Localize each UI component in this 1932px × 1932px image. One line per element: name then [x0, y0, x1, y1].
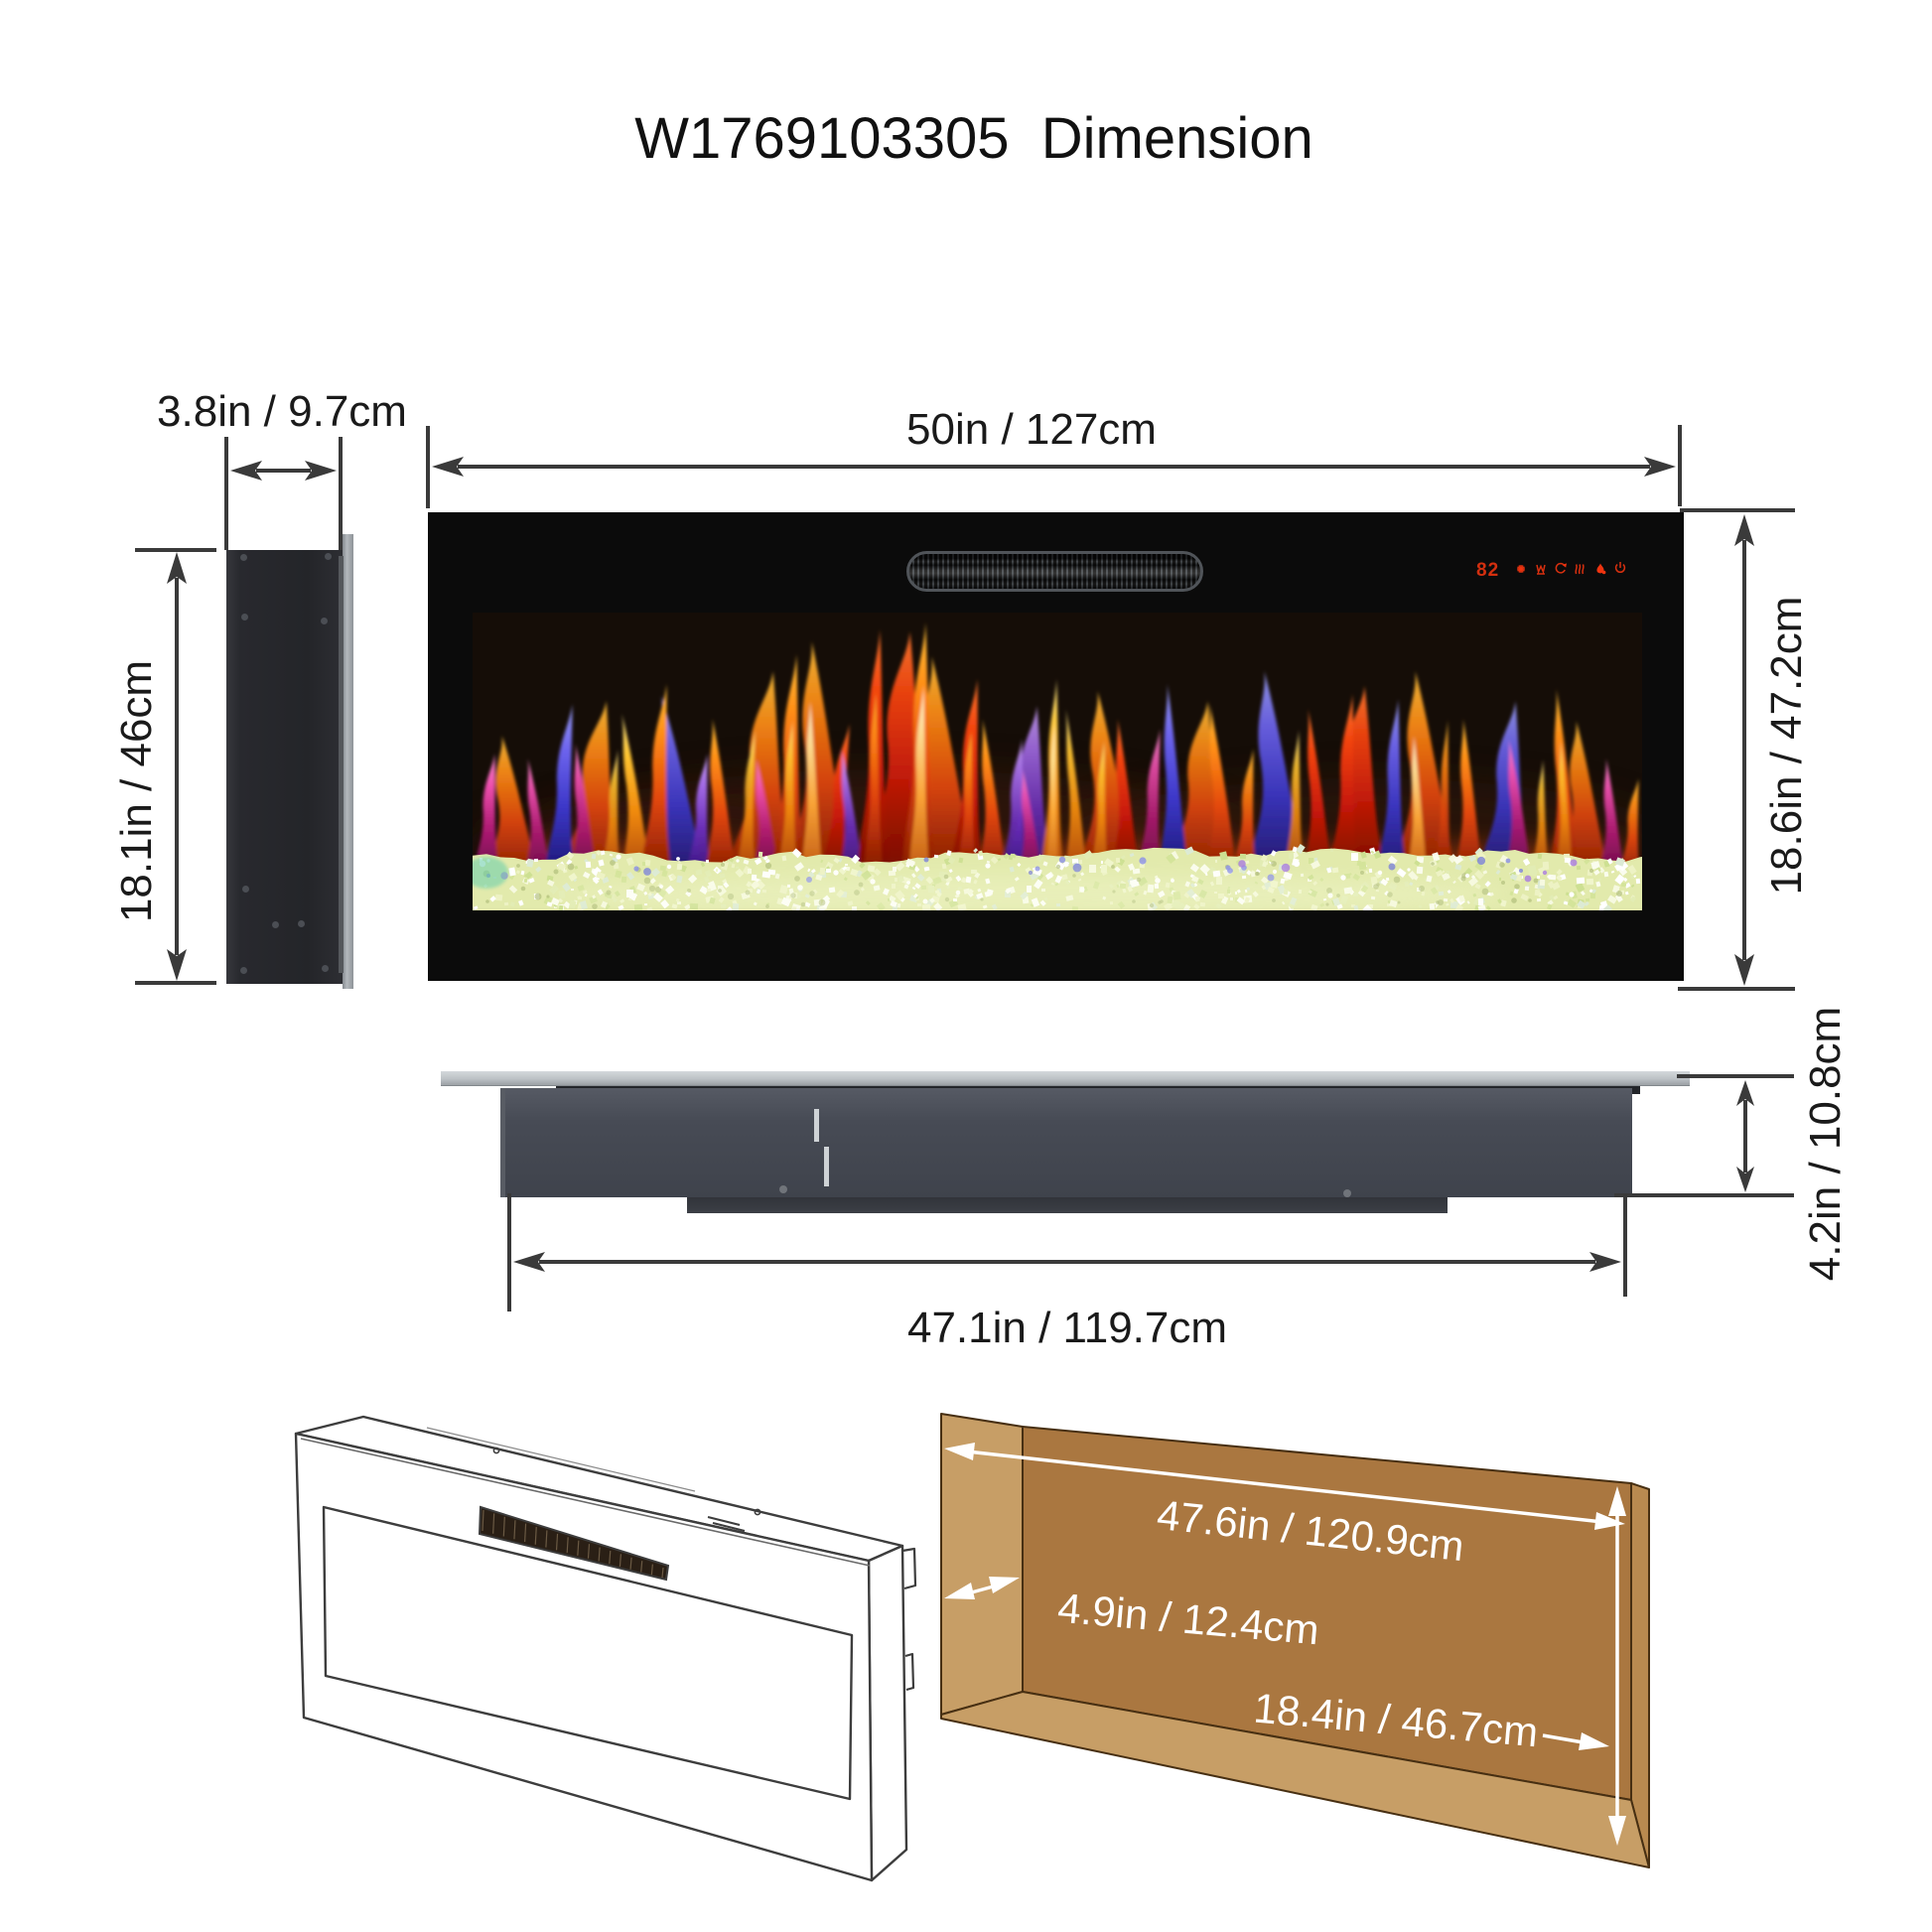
svg-text:4.2in / 10.8cm: 4.2in / 10.8cm	[1801, 1007, 1850, 1281]
svg-text:50in / 127cm: 50in / 127cm	[906, 405, 1157, 454]
svg-text:3.8in / 9.7cm: 3.8in / 9.7cm	[157, 387, 407, 436]
svg-text:18.1in / 46cm: 18.1in / 46cm	[112, 660, 161, 922]
svg-text:47.1in / 119.7cm: 47.1in / 119.7cm	[907, 1304, 1227, 1352]
svg-text:18.6in / 47.2cm: 18.6in / 47.2cm	[1762, 597, 1811, 896]
svg-text:82: 82	[1476, 560, 1499, 581]
